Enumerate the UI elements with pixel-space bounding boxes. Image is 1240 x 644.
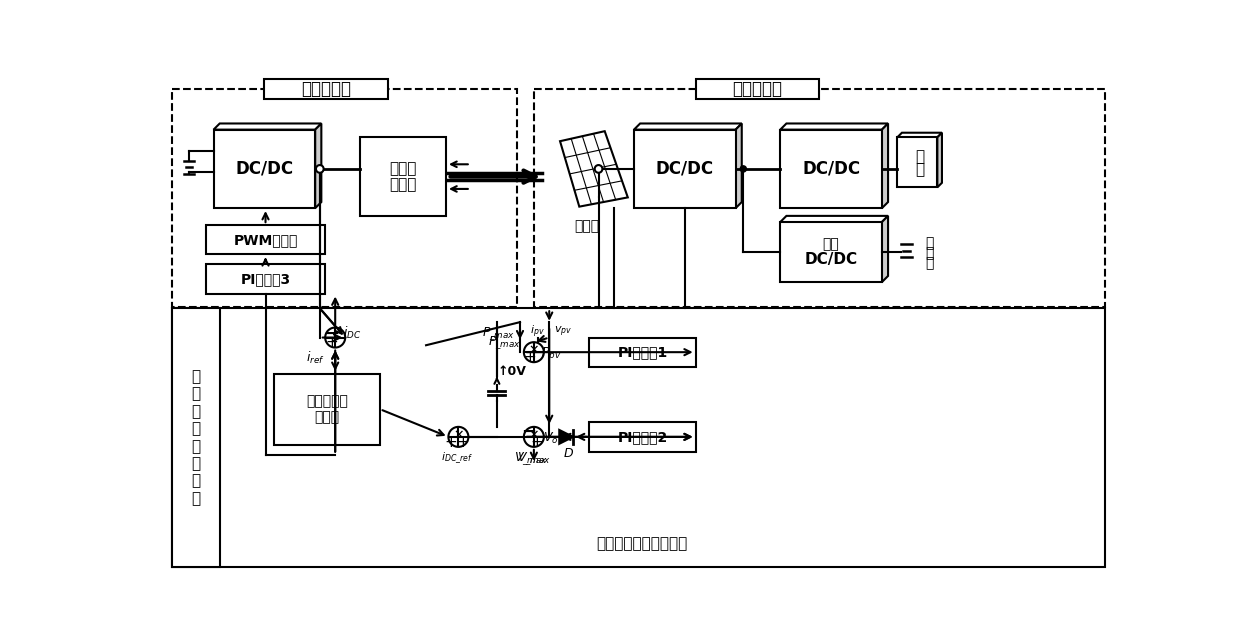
Circle shape (740, 166, 746, 172)
Text: 激光器: 激光器 (389, 177, 417, 192)
Text: +: + (456, 435, 470, 450)
Polygon shape (559, 430, 573, 444)
Circle shape (595, 165, 603, 173)
Text: $i_{DC}$: $i_{DC}$ (343, 325, 361, 341)
Text: ↑0V: ↑0V (498, 365, 527, 378)
Circle shape (316, 165, 324, 173)
Bar (172, 308, 1105, 567)
Text: 双向: 双向 (822, 238, 839, 251)
Text: ✕: ✕ (453, 429, 464, 442)
Text: 化模块: 化模块 (314, 410, 340, 424)
Bar (780, 222, 882, 282)
Text: −: − (521, 423, 536, 441)
Text: $V_{\_max}$: $V_{\_max}$ (517, 450, 551, 467)
Text: 光伏板: 光伏板 (574, 219, 600, 233)
Bar (528, 431, 541, 443)
Text: PI调节器2: PI调节器2 (618, 430, 667, 444)
Bar (534, 89, 1105, 307)
Text: $i_{DC\_ref}$: $i_{DC\_ref}$ (440, 451, 472, 466)
Text: DC/DC: DC/DC (802, 160, 861, 178)
Bar (898, 137, 937, 187)
Text: 蓄: 蓄 (925, 236, 934, 250)
Polygon shape (634, 124, 742, 129)
Bar (213, 129, 315, 208)
Circle shape (449, 427, 469, 447)
Polygon shape (882, 124, 888, 208)
Polygon shape (898, 133, 942, 137)
Text: 载: 载 (915, 162, 924, 177)
Text: DC/DC: DC/DC (656, 160, 714, 178)
Text: ✕: ✕ (528, 429, 539, 442)
Bar (589, 337, 696, 367)
Text: $V_o$: $V_o$ (543, 431, 558, 446)
Text: 池: 池 (925, 256, 934, 270)
Bar (634, 129, 735, 208)
Circle shape (325, 328, 345, 348)
Text: $V_{\_max}$: $V_{\_max}$ (513, 450, 548, 467)
Bar (453, 431, 465, 443)
Text: PWM控制器: PWM控制器 (233, 232, 298, 247)
Text: 接收最大功率控制模块: 接收最大功率控制模块 (596, 536, 687, 551)
Text: 能量管理优: 能量管理优 (306, 394, 347, 408)
Bar (264, 79, 388, 99)
Bar (274, 374, 379, 444)
Text: 激光发射端: 激光发射端 (301, 80, 351, 98)
Bar (360, 137, 446, 216)
Text: $D$: $D$ (563, 448, 574, 460)
Text: ✕: ✕ (528, 344, 539, 357)
Bar (206, 265, 325, 294)
Bar (528, 346, 541, 358)
Polygon shape (780, 216, 888, 222)
Text: +: + (325, 336, 337, 350)
Text: 激光接收端: 激光接收端 (732, 80, 782, 98)
Text: DC/DC: DC/DC (805, 252, 858, 267)
Text: +: + (444, 435, 458, 450)
Bar (172, 89, 517, 307)
Bar (427, 322, 1089, 561)
Text: $P_{pv}$: $P_{pv}$ (541, 345, 560, 362)
Text: 电: 电 (925, 246, 934, 260)
Text: DC/DC: DC/DC (236, 160, 294, 178)
Text: −: − (324, 325, 339, 343)
Polygon shape (882, 216, 888, 282)
Polygon shape (560, 131, 627, 207)
Text: +: + (531, 435, 543, 450)
Bar (780, 129, 882, 208)
Text: PI调节器3: PI调节器3 (241, 272, 290, 286)
Text: PI调节器1: PI调节器1 (618, 345, 667, 359)
Polygon shape (780, 124, 888, 129)
Bar (172, 308, 219, 567)
Text: $P_{\_max}$: $P_{\_max}$ (482, 325, 515, 342)
Text: $i_{ref}$: $i_{ref}$ (306, 350, 325, 366)
Text: 负: 负 (915, 149, 924, 164)
Text: $i_{pv}$: $i_{pv}$ (531, 323, 546, 339)
Text: 系
统
能
量
管
理
策
略: 系 统 能 量 管 理 策 略 (191, 369, 201, 506)
Polygon shape (937, 133, 942, 187)
Text: +: + (523, 350, 537, 365)
Polygon shape (213, 124, 321, 129)
Bar (589, 422, 696, 451)
Bar (206, 225, 325, 254)
Polygon shape (315, 124, 321, 208)
Polygon shape (735, 124, 742, 208)
Circle shape (523, 427, 544, 447)
Text: 半导体: 半导体 (389, 162, 417, 176)
Circle shape (523, 342, 544, 362)
Text: $P_{\_max}$: $P_{\_max}$ (489, 334, 521, 352)
Text: $v_{pv}$: $v_{pv}$ (554, 324, 572, 339)
Bar (696, 79, 818, 99)
